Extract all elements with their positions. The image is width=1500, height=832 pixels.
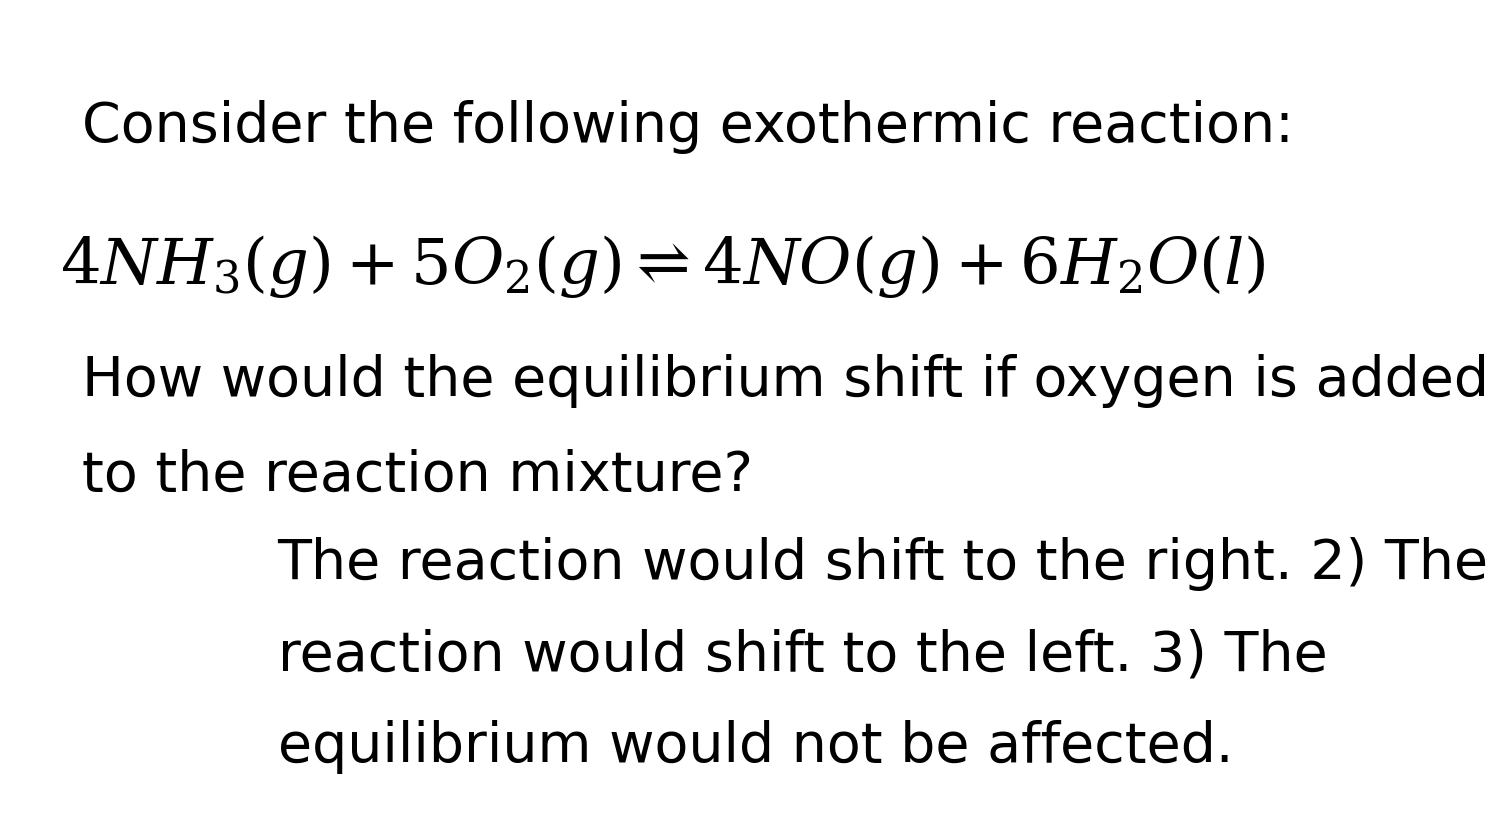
Text: to the reaction mixture?: to the reaction mixture? [82, 449, 753, 503]
Text: $4NH_3(g) + 5O_2(g) \rightleftharpoons 4NO(g) + 6H_2O(l)$: $4NH_3(g) + 5O_2(g) \rightleftharpoons 4… [60, 233, 1266, 300]
Text: The reaction would shift to the right. 2) The: The reaction would shift to the right. 2… [278, 537, 1488, 591]
Text: reaction would shift to the left. 3) The: reaction would shift to the left. 3) The [278, 628, 1328, 682]
Text: How would the equilibrium shift if oxygen is added: How would the equilibrium shift if oxyge… [82, 354, 1490, 408]
Text: equilibrium would not be affected.: equilibrium would not be affected. [278, 720, 1233, 774]
Text: Consider the following exothermic reaction:: Consider the following exothermic reacti… [82, 100, 1294, 154]
